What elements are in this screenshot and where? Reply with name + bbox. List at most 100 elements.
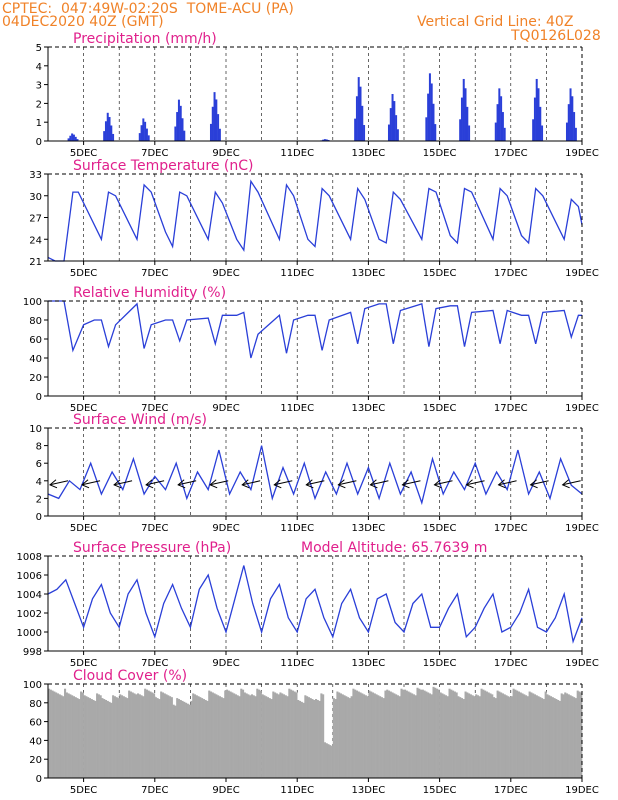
cloud-bar bbox=[122, 696, 125, 778]
cloud-bar bbox=[247, 694, 250, 778]
cloud-bar bbox=[55, 692, 58, 778]
cloud-bar bbox=[97, 694, 100, 778]
precip-bar bbox=[462, 78, 465, 141]
precip-bar bbox=[500, 96, 503, 141]
cloud-bar bbox=[316, 699, 319, 778]
cloud-bar bbox=[192, 693, 195, 778]
x-tick-label: 7DEC bbox=[141, 658, 168, 669]
cloud-bar bbox=[240, 688, 243, 778]
cloud-bar bbox=[113, 696, 116, 778]
cloud-bar bbox=[318, 700, 321, 778]
cloud-bar bbox=[133, 693, 136, 778]
y-tick-label: 5 bbox=[36, 43, 42, 54]
cloud-bar bbox=[67, 693, 70, 778]
cloud-bar bbox=[138, 694, 141, 778]
cloud-bar bbox=[357, 691, 360, 778]
x-tick-label: 17DEC bbox=[494, 148, 528, 159]
cloud-bar bbox=[275, 693, 278, 778]
panel-title: Surface Pressure (hPa) bbox=[73, 540, 231, 556]
wind-arrowhead bbox=[337, 479, 346, 489]
cloud-bar bbox=[268, 698, 271, 778]
y-tick-label: 1002 bbox=[17, 609, 42, 620]
x-tick-label: 19DEC bbox=[565, 658, 599, 669]
precip-bar bbox=[179, 105, 182, 141]
cloud-bar bbox=[161, 692, 164, 778]
cloud-bar bbox=[412, 694, 415, 778]
precip-bar bbox=[322, 139, 325, 141]
cloud-bar bbox=[542, 699, 545, 778]
cloud-bar bbox=[226, 689, 229, 778]
x-tick-label: 7DEC bbox=[141, 148, 168, 159]
cloud-bar bbox=[345, 696, 348, 778]
y-tick-label: 10 bbox=[29, 424, 42, 435]
wind-vector bbox=[338, 480, 357, 486]
cloud-bar bbox=[71, 695, 74, 778]
precip-bar bbox=[427, 93, 430, 141]
cloud-bar bbox=[430, 694, 433, 778]
precip-bar bbox=[434, 124, 437, 141]
wind-vector bbox=[434, 480, 453, 486]
cloud-bar bbox=[519, 692, 522, 778]
cloud-bar bbox=[83, 695, 86, 778]
x-tick-label: 15DEC bbox=[423, 148, 457, 159]
cloud-bar bbox=[389, 691, 392, 778]
cloud-bar bbox=[368, 690, 371, 778]
y-tick-label: 1 bbox=[36, 118, 42, 129]
precip-bar bbox=[425, 117, 428, 141]
x-tick-label: 7DEC bbox=[141, 268, 168, 279]
series-line bbox=[47, 179, 583, 262]
wind-vector bbox=[370, 480, 389, 486]
cloud-bar bbox=[211, 692, 214, 778]
cloud-bar bbox=[501, 693, 504, 778]
y-tick-label: 20 bbox=[29, 373, 42, 384]
cloud-bar bbox=[434, 687, 437, 778]
cloud-bar bbox=[99, 695, 102, 778]
cloud-bar bbox=[106, 700, 109, 778]
cloud-bar bbox=[315, 699, 318, 778]
x-tick-label: 17DEC bbox=[494, 785, 528, 796]
cloud-bar bbox=[222, 698, 225, 778]
cloud-bar bbox=[509, 697, 512, 778]
cloud-bar bbox=[460, 698, 464, 778]
cloud-bar bbox=[193, 694, 197, 778]
wind-vector bbox=[81, 480, 101, 486]
y-tick-label: 60 bbox=[29, 718, 42, 729]
cloud-bar bbox=[505, 695, 508, 778]
cloud-bar bbox=[537, 696, 540, 778]
cloud-bar bbox=[213, 693, 216, 778]
precip-bar bbox=[325, 139, 328, 141]
x-tick-label: 17DEC bbox=[494, 523, 528, 534]
x-tick-label: 19DEC bbox=[565, 403, 599, 414]
cloud-bar bbox=[544, 691, 547, 778]
x-tick-label: 5DEC bbox=[70, 268, 97, 279]
wind-arrowhead bbox=[177, 479, 186, 489]
cloud-bar bbox=[169, 696, 172, 778]
cloud-bar bbox=[74, 697, 77, 778]
cloud-bar bbox=[565, 693, 569, 778]
x-tick-label: 5DEC bbox=[70, 785, 97, 796]
y-tick-label: 24 bbox=[29, 235, 42, 246]
cloud-bar bbox=[149, 691, 152, 778]
precip-bar bbox=[565, 122, 568, 141]
cloud-bar bbox=[541, 698, 544, 778]
precip-bar bbox=[432, 103, 435, 141]
precip-bar bbox=[104, 121, 107, 141]
cloud-bar bbox=[274, 692, 277, 778]
x-tick-label: 19DEC bbox=[565, 148, 599, 159]
y-tick-label: 0 bbox=[36, 137, 42, 148]
cloud-bar bbox=[355, 690, 359, 778]
wind-vector bbox=[113, 480, 133, 486]
precip-bar bbox=[494, 122, 497, 141]
precip-bar bbox=[466, 106, 469, 141]
precip-bar bbox=[387, 124, 390, 141]
cloud-bar bbox=[379, 696, 382, 778]
x-tick-label: 15DEC bbox=[423, 268, 457, 279]
cloud-bar bbox=[400, 688, 403, 778]
cloud-bar bbox=[437, 689, 440, 778]
cloud-bar bbox=[272, 691, 275, 778]
cloud-bar bbox=[427, 692, 430, 778]
panel-annotation: Model Altitude: 65.7639 m bbox=[301, 540, 487, 556]
precip-bar bbox=[503, 127, 506, 141]
cloud-bar bbox=[380, 697, 383, 778]
cloud-bar bbox=[489, 693, 492, 778]
